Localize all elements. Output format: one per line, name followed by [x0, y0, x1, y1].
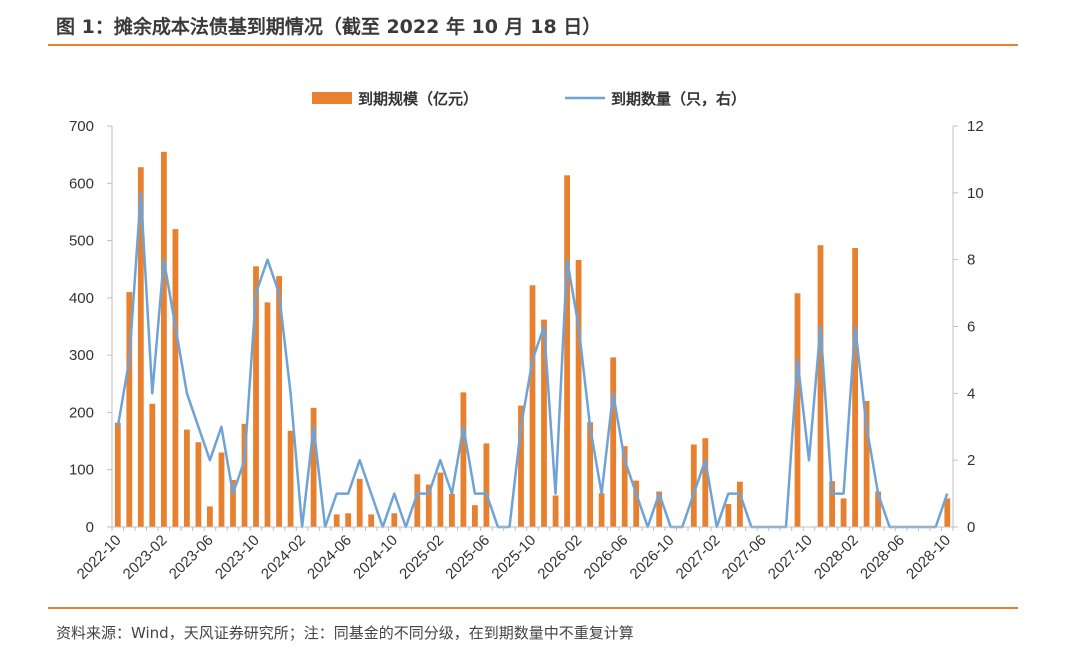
legend-bar-swatch: [312, 92, 352, 104]
bar: [126, 292, 133, 527]
x-tick-label: 2027-10: [765, 532, 816, 583]
x-tick-label: 2023-10: [212, 532, 263, 583]
x-tick-label: 2026-10: [627, 532, 678, 583]
bar: [852, 248, 858, 527]
x-tick-label: 2026-06: [581, 532, 632, 583]
legend: 到期规模（亿元） 到期数量（只，右）: [312, 90, 746, 108]
bar: [264, 302, 271, 527]
y-tick-label: 0: [86, 519, 94, 536]
bar: [241, 423, 248, 527]
y2-tick-label: 6: [967, 319, 975, 336]
legend-line-label: 到期数量（只，右）: [611, 90, 746, 108]
bar: [702, 438, 709, 527]
x-tick-label: 2025-10: [488, 532, 539, 583]
bar: [460, 392, 467, 527]
bar: [333, 514, 340, 527]
bar: [356, 478, 363, 527]
bar: [564, 175, 570, 528]
bar: [449, 493, 455, 527]
x-tick-label: 2028-06: [857, 532, 908, 583]
y-tick-label: 200: [69, 404, 94, 421]
bar: [253, 266, 259, 527]
x-tick-label: 2027-02: [673, 532, 724, 583]
bar: [425, 484, 432, 527]
x-tick-label: 2025-02: [396, 532, 447, 583]
bar: [737, 481, 743, 527]
bar: [310, 407, 317, 527]
source-rule: [48, 607, 1018, 609]
chart-area: 01002003004005006007000246810122022-1020…: [69, 90, 984, 583]
bar: [230, 480, 236, 527]
bar: [414, 474, 421, 527]
bar: [518, 405, 524, 527]
bar: [276, 276, 282, 527]
bar: [287, 430, 294, 527]
bar: [598, 493, 605, 527]
bar: [633, 480, 640, 527]
bar: [863, 401, 870, 527]
bar: [172, 229, 179, 527]
bar: [575, 260, 582, 527]
bar: [621, 446, 628, 527]
x-tick-label: 2025-06: [442, 532, 493, 583]
bar: [218, 452, 225, 527]
bar: [149, 403, 156, 527]
bar: [656, 491, 663, 527]
bar: [207, 506, 213, 527]
bar: [944, 498, 951, 527]
y-tick-label: 400: [69, 290, 94, 307]
bar: [725, 504, 732, 527]
bar: [817, 245, 824, 527]
bar: [829, 481, 835, 527]
x-tick-label: 2023-02: [120, 532, 171, 583]
y-tick-label: 600: [69, 175, 94, 192]
y-tick-label: 100: [69, 462, 94, 479]
figure-title: 图 1：摊余成本法债基到期情况（截至 2022 年 10 月 18 日）: [56, 16, 602, 38]
bar: [184, 429, 190, 527]
x-tick-label: 2026-02: [534, 532, 585, 583]
y-tick-label: 300: [69, 347, 94, 364]
y-tick-label: 700: [69, 118, 94, 135]
x-tick-label: 2028-02: [811, 532, 862, 583]
bar: [690, 444, 697, 527]
source-note: 资料来源：Wind，天风证券研究所；注：同基金的不同分级，在到期数量中不重复计算: [56, 624, 634, 642]
x-tick-label: 2024-02: [258, 532, 309, 583]
bar: [114, 422, 121, 527]
bar: [483, 443, 490, 527]
x-tick-label: 2027-06: [719, 532, 770, 583]
bar: [587, 422, 593, 527]
bar: [345, 513, 352, 527]
y2-tick-label: 12: [967, 118, 984, 135]
x-tick-label: 2028-10: [903, 532, 954, 583]
bar: [840, 498, 847, 527]
y2-tick-label: 2: [967, 452, 975, 469]
y2-tick-label: 4: [967, 385, 975, 402]
bar: [161, 151, 167, 528]
bar-series: [114, 151, 951, 528]
x-tick-label: 2023-06: [166, 532, 217, 583]
bar: [368, 514, 375, 527]
y2-tick-label: 8: [967, 252, 975, 269]
y2-tick-label: 10: [967, 185, 984, 202]
legend-bar-label: 到期规模（亿元）: [358, 90, 478, 108]
x-tick-label: 2024-10: [350, 532, 401, 583]
title-rule: [48, 44, 1018, 46]
y2-tick-label: 0: [967, 519, 975, 536]
x-tick-label: 2022-10: [74, 532, 125, 583]
x-tick-label: 2024-06: [304, 532, 355, 583]
bar: [391, 513, 398, 527]
bar: [137, 167, 144, 527]
bar: [472, 505, 478, 527]
bar: [552, 495, 559, 527]
bar: [437, 472, 444, 527]
bar: [195, 442, 202, 527]
bar: [541, 319, 547, 527]
y-tick-label: 500: [69, 233, 94, 250]
bar: [529, 285, 536, 527]
bar: [794, 293, 801, 527]
bar: [875, 491, 881, 527]
bar: [610, 357, 617, 527]
